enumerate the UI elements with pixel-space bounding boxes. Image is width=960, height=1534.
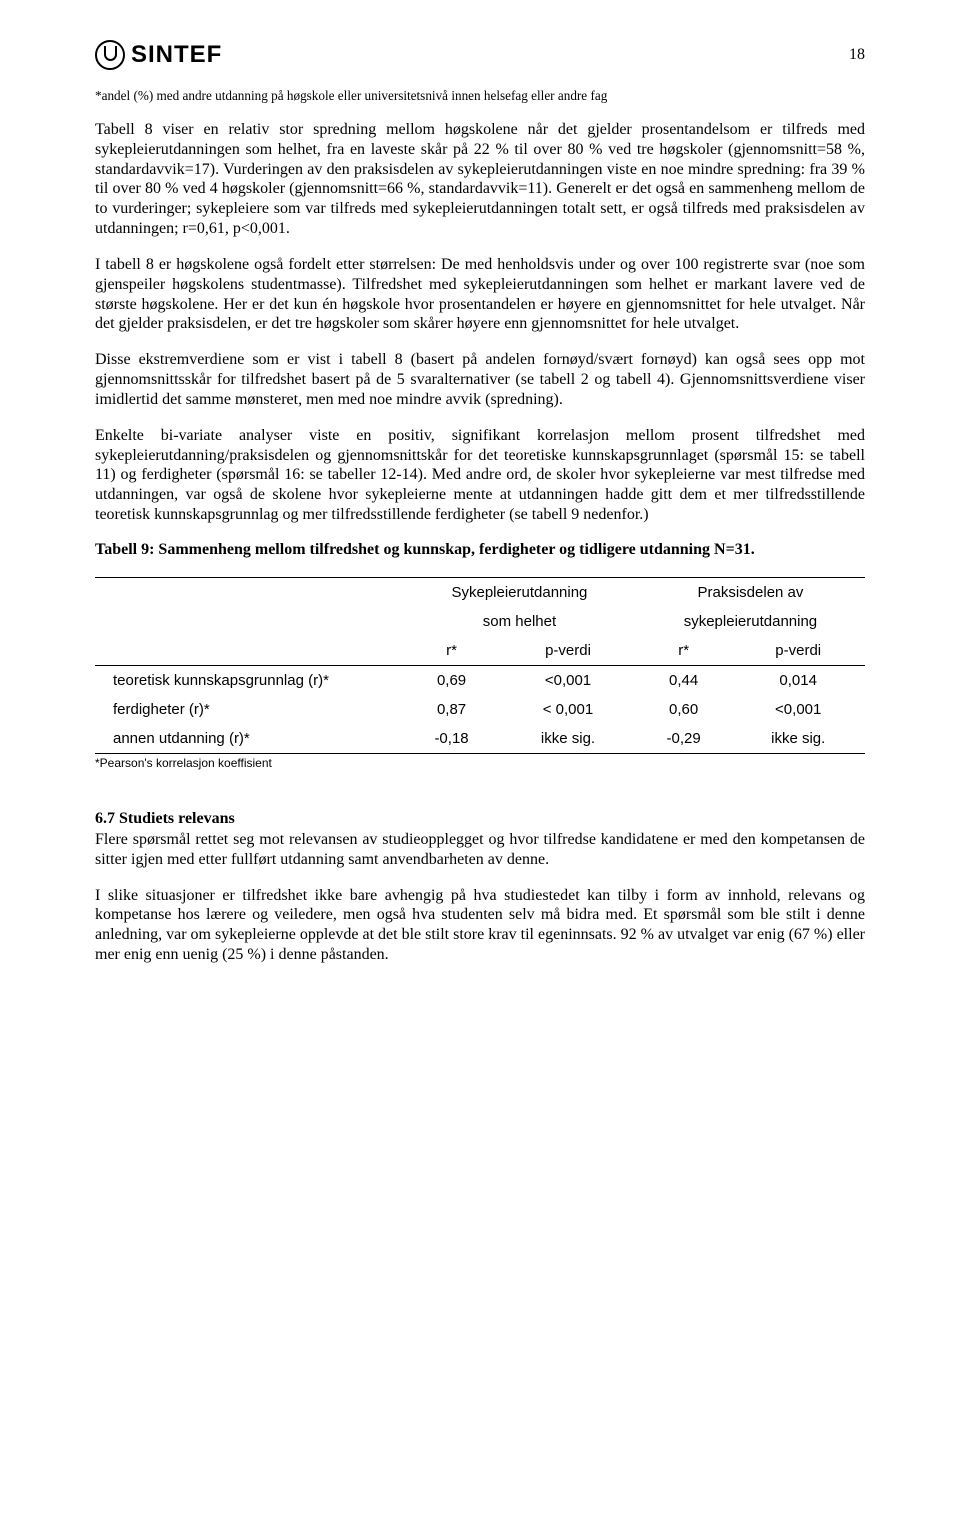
- table9-row1-label: ferdigheter (r)*: [95, 695, 403, 724]
- table9-header-group1b: som helhet: [403, 607, 636, 636]
- table9-row1-r1: 0,87: [403, 695, 500, 724]
- sintef-logo-mark-icon: [95, 40, 125, 70]
- table9-row0-r1: 0,69: [403, 665, 500, 695]
- sintef-logo-text: SINTEF: [131, 41, 222, 69]
- table9-subheader-r1: r*: [403, 636, 500, 666]
- table9-header-group2b: sykepleierutdanning: [636, 607, 865, 636]
- table9-row0-p1: <0,001: [500, 665, 636, 695]
- document-page: SINTEF 18 *andel (%) med andre utdanning…: [0, 0, 960, 1025]
- table9-subheader-r2: r*: [636, 636, 732, 666]
- table8-footnote-caption: *andel (%) med andre utdanning på høgsko…: [95, 88, 865, 104]
- table9-row1-r2: 0,60: [636, 695, 732, 724]
- table9-row1-p2: <0,001: [731, 695, 865, 724]
- paragraph-1: Tabell 8 viser en relativ stor spredning…: [95, 120, 865, 239]
- table9-row0-label: teoretisk kunnskapsgrunnlag (r)*: [95, 665, 403, 695]
- table9-footnote: *Pearson's korrelasjon koeffisient: [95, 756, 865, 770]
- paragraph-6: I slike situasjoner er tilfredshet ikke …: [95, 886, 865, 965]
- page-number: 18: [849, 46, 865, 64]
- paragraph-5: Flere spørsmål rettet seg mot relevansen…: [95, 830, 865, 870]
- table9-row2-label: annen utdanning (r)*: [95, 724, 403, 754]
- table9-title: Tabell 9: Sammenheng mellom tilfredshet …: [95, 541, 865, 559]
- table9: Sykepleierutdanning Praksisdelen av som …: [95, 577, 865, 754]
- table9-row2-r1: -0,18: [403, 724, 500, 754]
- table9-subheader-p2: p-verdi: [731, 636, 865, 666]
- table9-row2-r2: -0,29: [636, 724, 732, 754]
- table9-header-group1a: Sykepleierutdanning: [403, 577, 636, 607]
- table9-row2-p2: ikke sig.: [731, 724, 865, 754]
- section-6-7-heading: 6.7 Studiets relevans: [95, 810, 865, 828]
- paragraph-3: Disse ekstremverdiene som er vist i tabe…: [95, 350, 865, 409]
- table9-row0-p2: 0,014: [731, 665, 865, 695]
- table9-row2-p1: ikke sig.: [500, 724, 636, 754]
- page-header: SINTEF 18: [95, 40, 865, 70]
- table9-row1-p1: < 0,001: [500, 695, 636, 724]
- paragraph-2: I tabell 8 er høgskolene også fordelt et…: [95, 255, 865, 334]
- table9-subheader-p1: p-verdi: [500, 636, 636, 666]
- paragraph-4: Enkelte bi-variate analyser viste en pos…: [95, 426, 865, 525]
- sintef-logo: SINTEF: [95, 40, 222, 70]
- table9-row0-r2: 0,44: [636, 665, 732, 695]
- table9-header-group2a: Praksisdelen av: [636, 577, 865, 607]
